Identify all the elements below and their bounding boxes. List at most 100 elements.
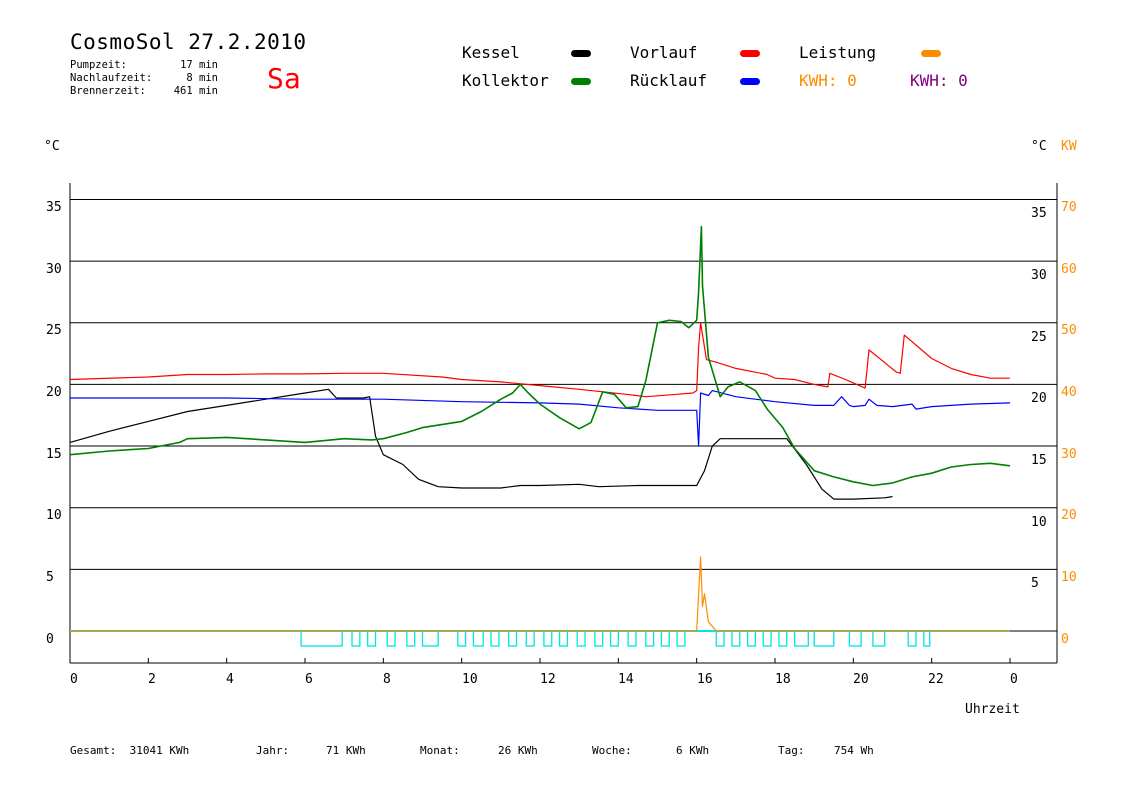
stat-pumpzeit: Pumpzeit: [70,59,127,72]
stat-label: Pumpzeit: [70,59,127,71]
right-tick-kw: 10 [1061,570,1077,585]
pump-run-box [872,630,886,647]
legend-label-kessel: Kessel [462,43,520,62]
right-tick-c: 35 [1031,206,1047,221]
right-axis-unit-kw: KW [1061,139,1077,154]
right-tick-c: 15 [1031,453,1047,468]
stat-value: 8 min [186,72,218,84]
right-tick-kw: 30 [1061,447,1077,462]
pump-run-box [627,630,637,647]
stat-value: 461 min [173,85,218,97]
legend-label-ruecklauf: Rücklauf [630,71,708,90]
footer-jahr-value: 71 KWh [326,744,366,757]
pump-run-box [508,630,518,647]
pump-run-box [406,630,416,647]
pump-run-box [848,630,862,647]
pump-run-box [576,630,586,647]
left-tick: 20 [46,385,62,400]
x-tick: 14 [618,672,634,687]
page-title: CosmoSol 27.2.2010 [70,30,307,54]
footer-label: Tag: [778,744,805,757]
footer-jahr: Jahr: [256,744,289,757]
x-tick: 20 [853,672,869,687]
left-tick: 35 [46,200,62,215]
pump-run-box [923,630,931,647]
kwh-orange: KWH: 0 [799,71,857,90]
pump-run-box [543,630,553,647]
footer-label: Gesamt: [70,744,117,757]
x-tick: 6 [305,672,313,687]
x-tick: 18 [775,672,791,687]
pump-activity-bar [70,630,1010,647]
series-line-vorlauf [69,322,1010,398]
pump-run-box [731,630,741,647]
footer-woche-value: 6 KWh [676,744,710,757]
x-tick: 8 [383,672,391,687]
right-tick-kw: 70 [1061,200,1077,215]
x-tick: 16 [697,672,713,687]
right-tick-c: 25 [1031,330,1047,345]
x-tick: 0 [1010,672,1018,687]
pump-run-box [778,630,788,647]
x-tick-marks [69,658,1011,663]
left-tick: 30 [46,262,62,277]
pump-run-box [558,630,569,647]
kwh-label: KWH: [799,71,838,90]
pump-run-box [676,630,686,647]
left-axis-unit: °C [44,139,60,154]
footer-monat-value: 26 KWh [498,744,538,757]
right-tick-c: 20 [1031,391,1047,406]
right-tick-kw: 50 [1061,323,1077,338]
pump-run-box [490,630,500,647]
kwh-label: KWH: [910,71,949,90]
series-line-kollektor [69,225,1011,487]
series-line-ruecklauf [70,390,1011,447]
kwh-value: 0 [958,71,968,90]
left-tick: 25 [46,323,62,338]
legend-label-vorlauf: Vorlauf [630,43,698,62]
pump-run-box [715,630,725,647]
pump-run-box [660,630,670,647]
pump-run-box [351,630,361,647]
pump-run-box [645,630,655,647]
x-tick: 0 [70,672,78,687]
footer-monat: Monat: [420,744,460,757]
pump-run-box [793,630,809,647]
right-tick-c: 10 [1031,515,1047,530]
right-tick-kw: 40 [1061,385,1077,400]
left-tick: 0 [46,632,54,647]
legend-label-leistung: Leistung [799,43,877,62]
x-tick: 4 [226,672,234,687]
footer-woche: Woche: [592,744,632,757]
pump-run-box [762,630,772,647]
stat-value: 17 min [180,59,218,71]
stat-label: Nachlaufzeit: [70,72,153,84]
footer-tag: Tag: [778,744,805,757]
pump-run-box [457,630,467,647]
footer-tag-value: 754 Wh [834,744,874,757]
right-tick-kw: 20 [1061,508,1077,523]
kwh-purple: KWH: 0 [910,71,968,90]
series-line-leistung [70,556,1010,632]
right-tick-c: 5 [1031,576,1039,591]
series-line-kessel [69,388,893,500]
pump-run-box [813,630,835,647]
footer-value: 31041 KWh [129,744,190,757]
legend-swatch-kessel [571,50,591,57]
legend-swatch-ruecklauf [740,78,760,85]
legend-swatch-leistung [921,50,941,57]
legend-swatch-vorlauf [740,50,760,57]
left-tick: 5 [46,570,54,585]
chart-frame [69,183,1058,664]
pump-run-box [594,630,604,647]
pump-run-box [472,630,484,647]
footer-label: Woche: [592,744,632,757]
legend-swatch-kollektor [571,78,591,85]
pump-run-box [367,630,377,647]
footer-label: Monat: [420,744,460,757]
footer-gesamt: Gesamt: 31041 KWh [70,744,189,757]
x-axis-label: Uhrzeit [965,702,1020,717]
x-tick: 22 [928,672,944,687]
chart-series [69,225,1011,632]
